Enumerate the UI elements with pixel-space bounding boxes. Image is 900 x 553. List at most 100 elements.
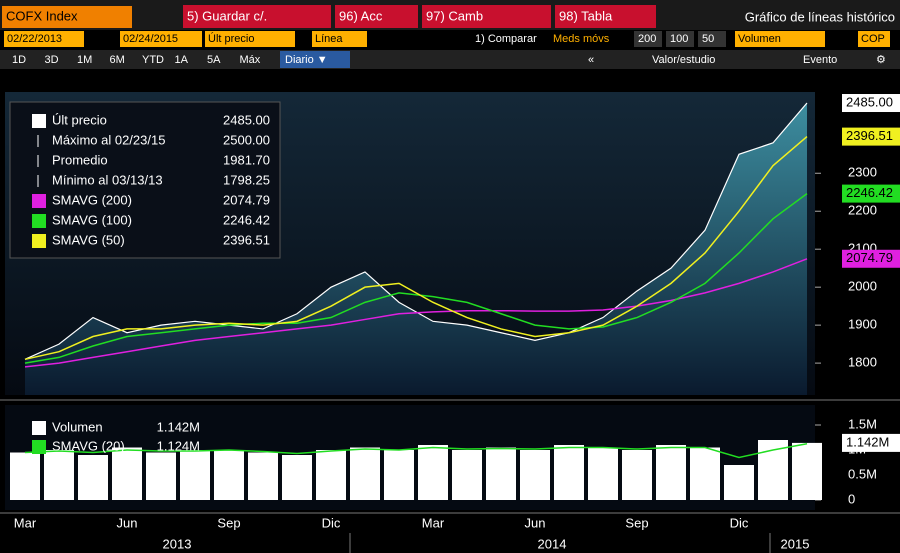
legend-swatch bbox=[32, 214, 46, 228]
control-box[interactable] bbox=[4, 31, 84, 47]
volume-bar bbox=[656, 445, 686, 500]
control[interactable]: 02/22/2013 bbox=[7, 33, 62, 45]
range-button[interactable]: 1D bbox=[12, 54, 26, 66]
range-button[interactable]: 6M bbox=[110, 54, 125, 66]
control-box[interactable] bbox=[735, 31, 825, 47]
range-button[interactable]: YTD bbox=[142, 54, 164, 66]
volume-bar bbox=[316, 450, 346, 500]
ma-box[interactable] bbox=[698, 31, 726, 47]
control-box[interactable] bbox=[205, 31, 295, 47]
legend-name: Volumen bbox=[52, 419, 103, 434]
x-tick-label: Sep bbox=[217, 515, 240, 530]
button[interactable]: 98) Tabla bbox=[559, 8, 613, 23]
range-button[interactable]: 1M bbox=[77, 54, 92, 66]
volume-bar bbox=[554, 445, 584, 500]
control[interactable]: 02/24/2015 bbox=[123, 33, 178, 45]
control[interactable]: Últ precio bbox=[208, 32, 254, 45]
last-value: 2396.51 bbox=[846, 128, 893, 143]
button-bg[interactable] bbox=[555, 5, 656, 28]
volume-bar bbox=[724, 465, 754, 500]
legend-value: 2500.00 bbox=[223, 132, 270, 147]
legend-swatch bbox=[32, 194, 46, 208]
last-value: 2246.42 bbox=[846, 185, 893, 200]
range-button[interactable]: 5A bbox=[207, 54, 221, 66]
ticker: COFX Index bbox=[6, 8, 78, 23]
last-tag bbox=[842, 94, 900, 113]
y-tick-label: 0 bbox=[848, 491, 855, 506]
control-box[interactable] bbox=[858, 31, 890, 47]
ma-period[interactable]: 200 bbox=[638, 33, 656, 45]
volume-bar bbox=[758, 440, 788, 500]
button[interactable]: 96) Acc bbox=[339, 8, 383, 23]
volume-bar bbox=[112, 447, 142, 500]
legend-name: Máximo al 02/23/15 bbox=[52, 132, 165, 147]
last-tag bbox=[842, 249, 900, 268]
last-tag bbox=[842, 433, 900, 452]
y-tick-label: 0.5M bbox=[848, 466, 877, 481]
range-button[interactable]: 3D bbox=[45, 54, 59, 66]
legend-value: 1.124M bbox=[157, 438, 200, 453]
tool[interactable]: ⚙ bbox=[876, 54, 886, 66]
volume-bar bbox=[690, 447, 720, 500]
legend-value: 1.142M bbox=[157, 419, 200, 434]
ma-period[interactable]: 50 bbox=[702, 33, 714, 45]
legend-name: SMAVG (50) bbox=[52, 232, 125, 247]
x-tick-label: Mar bbox=[422, 515, 445, 530]
line bbox=[24, 102, 808, 360]
tool[interactable]: Valor/estudio bbox=[652, 54, 715, 66]
button-bg[interactable] bbox=[335, 5, 418, 28]
legend-name: SMAVG (200) bbox=[52, 192, 132, 207]
price-area bbox=[25, 103, 807, 395]
control[interactable]: 1) Comparar bbox=[475, 33, 537, 45]
legend-swatch bbox=[32, 234, 46, 248]
volume-bar bbox=[588, 447, 618, 500]
control[interactable]: Meds móvs bbox=[553, 33, 610, 45]
legend-value: 2396.51 bbox=[223, 232, 270, 247]
y-tick-label: 2300 bbox=[848, 165, 877, 180]
year-label: 2015 bbox=[781, 536, 810, 551]
tool[interactable]: « bbox=[588, 54, 594, 66]
last-value: 2485.00 bbox=[846, 94, 893, 109]
year-label: 2013 bbox=[163, 536, 192, 551]
control-box[interactable] bbox=[312, 31, 367, 47]
control[interactable]: Línea bbox=[315, 33, 343, 45]
button-bg[interactable] bbox=[183, 5, 331, 28]
ma-period[interactable]: 100 bbox=[670, 33, 688, 45]
legend-name: SMAVG (100) bbox=[52, 212, 132, 227]
range-button[interactable]: 1A bbox=[175, 54, 189, 66]
y-tick-label: 1900 bbox=[848, 317, 877, 332]
volume-bar bbox=[792, 442, 822, 500]
range-bar bbox=[0, 50, 900, 69]
control[interactable]: Volumen bbox=[738, 33, 781, 45]
ma-box[interactable] bbox=[666, 31, 694, 47]
line bbox=[24, 136, 808, 361]
volume-bar bbox=[418, 445, 448, 500]
frequency[interactable]: Diario ▼ bbox=[285, 54, 328, 66]
x-tick-label: Dic bbox=[730, 515, 749, 530]
tool[interactable]: Evento bbox=[803, 54, 837, 66]
y-tick-label: 1800 bbox=[848, 355, 877, 370]
volume-bar bbox=[452, 450, 482, 500]
control-box[interactable] bbox=[120, 31, 202, 47]
last-tag bbox=[842, 127, 900, 146]
legend-swatch bbox=[32, 421, 46, 435]
ticker-box bbox=[2, 6, 132, 28]
legend-name: SMAVG (20) bbox=[52, 438, 125, 453]
x-tick-label: Mar bbox=[14, 515, 37, 530]
legend-value: 2485.00 bbox=[223, 112, 270, 127]
ma-box[interactable] bbox=[634, 31, 662, 47]
button[interactable]: 5) Guardar c/. bbox=[187, 8, 267, 23]
range-button[interactable]: Máx bbox=[240, 54, 261, 66]
freq-box[interactable] bbox=[280, 51, 350, 68]
volume-bar bbox=[622, 450, 652, 500]
button-bg[interactable] bbox=[422, 5, 551, 28]
volume-bar bbox=[180, 450, 210, 500]
legend-value: 1798.25 bbox=[223, 172, 270, 187]
control[interactable]: COP bbox=[861, 33, 885, 45]
last-tag bbox=[842, 184, 900, 203]
volume-bar bbox=[350, 447, 380, 500]
legend-value: 2074.79 bbox=[223, 192, 270, 207]
legend-name: Mínimo al 03/13/13 bbox=[52, 172, 163, 187]
button[interactable]: 97) Camb bbox=[426, 8, 483, 23]
